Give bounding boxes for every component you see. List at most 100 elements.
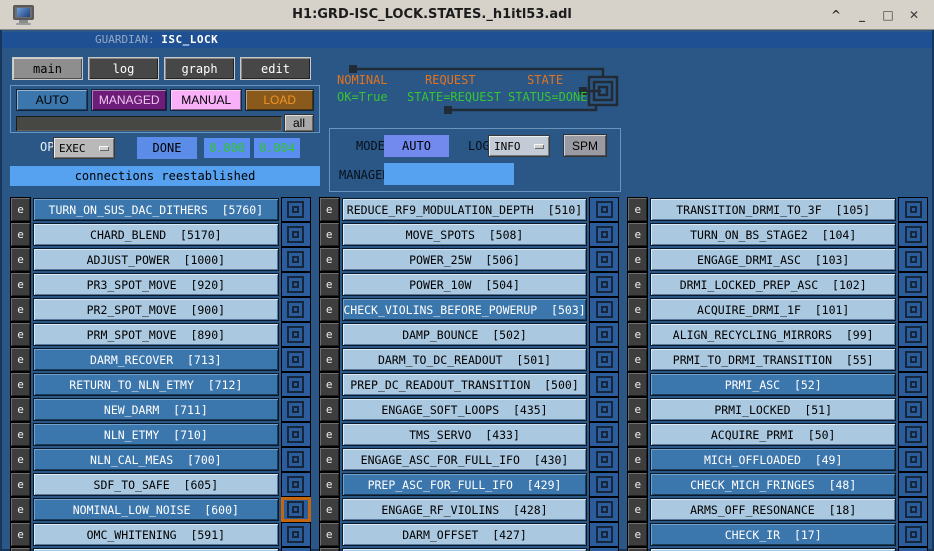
state-button[interactable]: ACQUIRE_PRMI [50]: [650, 423, 897, 446]
related-display-button[interactable]: [280, 197, 311, 222]
edit-button[interactable]: edit: [240, 57, 311, 80]
edit-state-button[interactable]: e: [627, 222, 649, 247]
state-button[interactable]: ACQUIRE_DRMI_1F [101]: [650, 298, 897, 321]
related-display-button[interactable]: [898, 272, 929, 297]
state-button[interactable]: NOMINAL_LOW_NOISE [600]: [33, 498, 279, 521]
state-button[interactable]: POWER_25W [506]: [341, 248, 588, 271]
op-exec-dropdown[interactable]: EXEC: [53, 137, 115, 159]
edit-state-button[interactable]: e: [10, 247, 31, 272]
state-button[interactable]: ARMS_OFF_RESONANCE [18]: [650, 498, 897, 521]
edit-state-button[interactable]: [10, 547, 31, 551]
related-display-button[interactable]: [589, 547, 620, 551]
related-display-button[interactable]: [280, 347, 311, 372]
state-button[interactable]: ENGAGE_SOFT_LOOPS [435]: [341, 398, 588, 421]
related-display-button[interactable]: [898, 472, 929, 497]
graph-button[interactable]: graph: [164, 57, 235, 80]
maximize-icon[interactable]: □: [882, 7, 894, 22]
related-display-button[interactable]: [898, 247, 929, 272]
edit-state-button[interactable]: e: [627, 322, 649, 347]
edit-state-button[interactable]: e: [318, 297, 340, 322]
minimize-icon[interactable]: _: [859, 7, 865, 22]
related-display-button[interactable]: [280, 522, 311, 547]
request-entry-bar[interactable]: [16, 115, 282, 131]
state-button[interactable]: PRM_SPOT_MOVE [890]: [33, 323, 279, 346]
edit-state-button[interactable]: e: [627, 497, 649, 522]
state-button[interactable]: TURN_ON_SUS_DAC_DITHERS [5760]: [33, 198, 279, 221]
state-button[interactable]: TRANSITION_DRMI_TO_3F [105]: [650, 198, 897, 221]
related-display-button[interactable]: [898, 322, 929, 347]
state-button[interactable]: OMC_WHITENING [591]: [33, 523, 279, 546]
edit-state-button[interactable]: e: [10, 322, 31, 347]
related-display-button[interactable]: [589, 472, 620, 497]
edit-state-button[interactable]: e: [318, 397, 340, 422]
edit-state-button[interactable]: e: [318, 322, 340, 347]
related-display-button[interactable]: [589, 372, 620, 397]
related-display-button[interactable]: [589, 222, 620, 247]
state-button[interactable]: PREP_DC_READOUT_TRANSITION [500]: [341, 373, 588, 396]
edit-state-button[interactable]: e: [627, 347, 649, 372]
related-display-button[interactable]: [280, 322, 311, 347]
related-display-button[interactable]: [589, 247, 620, 272]
edit-state-button[interactable]: e: [627, 447, 649, 472]
edit-state-button[interactable]: e: [318, 447, 340, 472]
state-button[interactable]: TURN_ON_BS_STAGE2 [104]: [650, 223, 897, 246]
state-button[interactable]: DARM_OFFSET [427]: [341, 523, 588, 546]
edit-state-button[interactable]: e: [627, 397, 649, 422]
related-display-button[interactable]: [898, 397, 929, 422]
edit-state-button[interactable]: e: [10, 347, 31, 372]
related-display-button[interactable]: [898, 547, 929, 551]
state-button[interactable]: ENGAGE_ASC_FOR_FULL_IFO [430]: [341, 448, 588, 471]
related-display-button[interactable]: [898, 347, 929, 372]
edit-state-button[interactable]: e: [10, 297, 31, 322]
state-button[interactable]: CHARD_BLEND [5170]: [33, 223, 279, 246]
related-display-button[interactable]: [898, 522, 929, 547]
edit-state-button[interactable]: e: [318, 197, 340, 222]
main-button[interactable]: main: [12, 57, 83, 80]
edit-state-button[interactable]: e: [10, 522, 31, 547]
edit-state-button[interactable]: e: [318, 272, 340, 297]
state-button[interactable]: NLN_CAL_MEAS [700]: [33, 448, 279, 471]
edit-state-button[interactable]: e: [627, 472, 649, 497]
manual-mode-button[interactable]: MANUAL: [170, 89, 243, 111]
related-display-button[interactable]: [898, 197, 929, 222]
state-button[interactable]: [33, 548, 279, 551]
state-button[interactable]: PRMI_TO_DRMI_TRANSITION [55]: [650, 348, 897, 371]
state-button[interactable]: POWER_10W [504]: [341, 273, 588, 296]
managed-mode-button[interactable]: MANAGED: [91, 89, 168, 111]
related-display-button[interactable]: [589, 297, 620, 322]
load-button[interactable]: LOAD: [245, 89, 314, 111]
edit-state-button[interactable]: e: [318, 372, 340, 397]
related-display-button[interactable]: [898, 372, 929, 397]
edit-state-button[interactable]: e: [10, 497, 31, 522]
state-button[interactable]: [650, 548, 897, 551]
edit-state-button[interactable]: e: [10, 372, 31, 397]
edit-state-button[interactable]: e: [10, 197, 31, 222]
edit-state-button[interactable]: e: [627, 422, 649, 447]
related-display-button[interactable]: [898, 497, 929, 522]
state-button[interactable]: ENGAGE_RF_VIOLINS [428]: [341, 498, 588, 521]
close-icon[interactable]: ✕: [908, 7, 920, 22]
related-display-button[interactable]: [898, 422, 929, 447]
edit-state-button[interactable]: e: [627, 297, 649, 322]
edit-state-button[interactable]: e: [318, 522, 340, 547]
related-display-button[interactable]: [898, 447, 929, 472]
edit-state-button[interactable]: e: [10, 447, 31, 472]
related-display-button[interactable]: [280, 222, 311, 247]
edit-state-button[interactable]: e: [627, 197, 649, 222]
related-display-button[interactable]: [280, 247, 311, 272]
state-button[interactable]: CHECK_MICH_FRINGES [48]: [650, 473, 897, 496]
related-display-button[interactable]: [589, 447, 620, 472]
state-button[interactable]: ADJUST_POWER [1000]: [33, 248, 279, 271]
state-button[interactable]: CHECK_IR [17]: [650, 523, 897, 546]
related-display-button[interactable]: [589, 397, 620, 422]
related-display-button[interactable]: [898, 222, 929, 247]
edit-state-button[interactable]: e: [627, 272, 649, 297]
state-button[interactable]: PREP_ASC_FOR_FULL_IFO [429]: [341, 473, 588, 496]
related-display-button[interactable]: [280, 272, 311, 297]
auto-mode-button[interactable]: AUTO: [16, 89, 89, 111]
state-button[interactable]: DRMI_LOCKED_PREP_ASC [102]: [650, 273, 897, 296]
shade-icon[interactable]: ^: [830, 7, 842, 22]
related-display-button[interactable]: [589, 422, 620, 447]
related-display-button[interactable]: [589, 347, 620, 372]
log-level-dropdown[interactable]: INFO: [488, 135, 550, 157]
